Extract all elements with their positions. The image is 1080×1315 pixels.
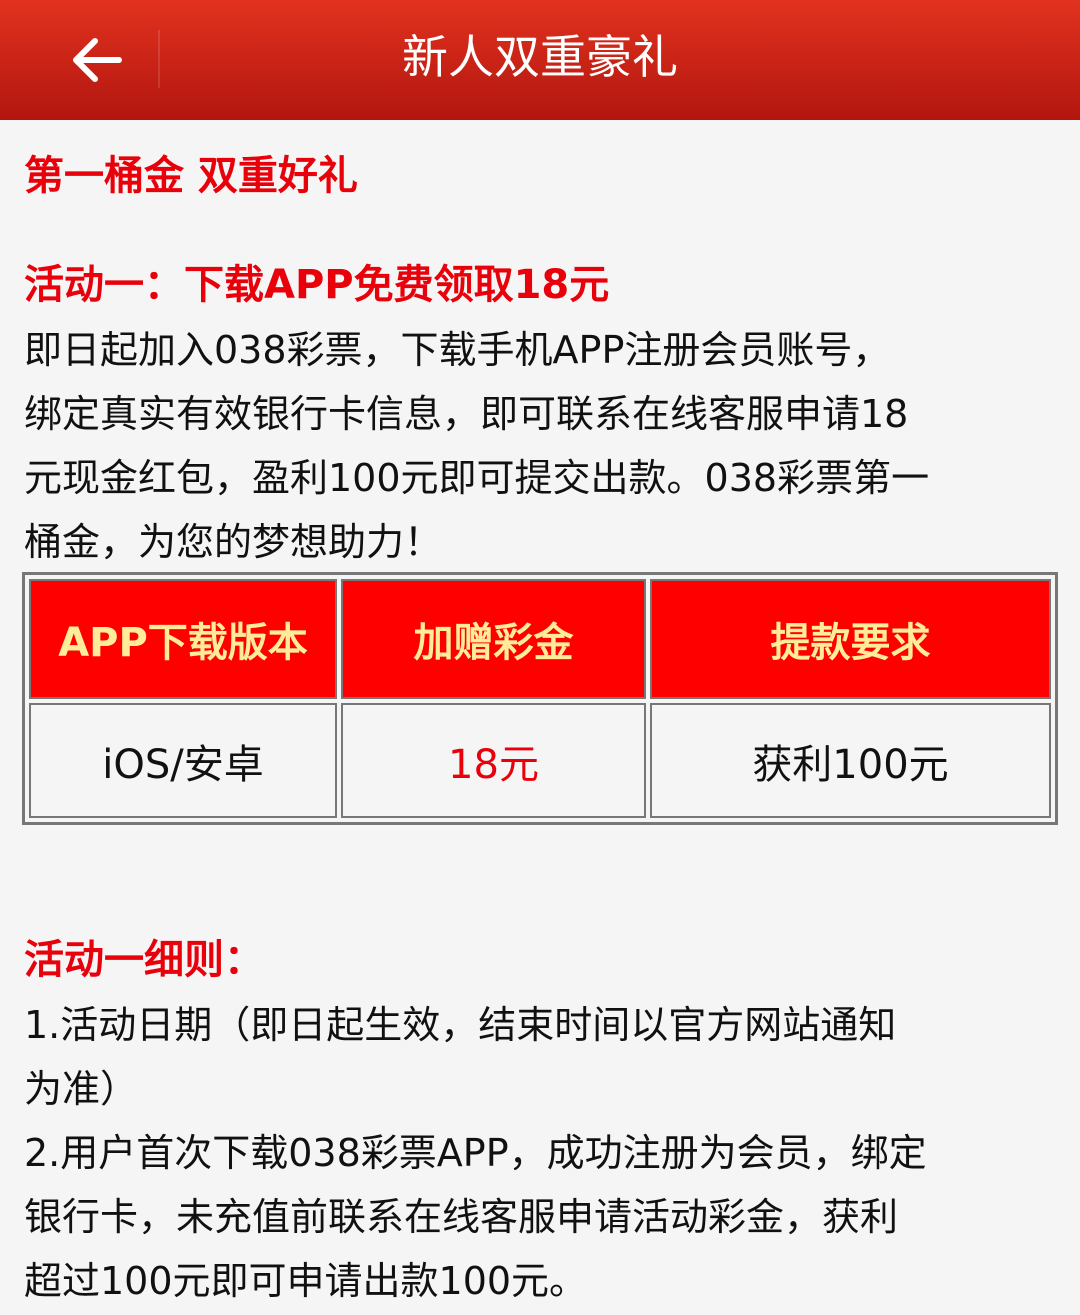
activity-text-line: 绑定真实有效银行卡信息，即可联系在线客服申请18: [24, 392, 909, 436]
activity-text-line: 元现金红包，盈利100元即可提交出款。038彩票第一: [24, 456, 930, 500]
activity-title: 活动一：下载APP免费领取18元: [24, 262, 610, 308]
rules-line: 银行卡，未充值前联系在线客服申请活动彩金，获利: [24, 1195, 899, 1239]
header-app-version: APP下载版本: [29, 579, 337, 699]
cell-platform: iOS/安卓: [29, 703, 337, 818]
rules-title: 活动一细则：: [24, 937, 264, 983]
activity-text-line: 即日起加入038彩票，下载手机APP注册会员账号，: [24, 328, 891, 372]
cell-requirement: 获利100元: [650, 703, 1051, 818]
activity-text-line: 桶金，为您的梦想助力！: [24, 520, 443, 564]
bonus-table: APP下载版本 加赠彩金 提款要求 iOS/安卓 18元 获利100元: [22, 572, 1058, 825]
arrow-left-icon: [73, 38, 122, 82]
back-button[interactable]: [62, 28, 132, 92]
rules-line: 超过100元即可申请出款100元。: [24, 1259, 588, 1303]
rules-line: 2.用户首次下载038彩票APP，成功注册为会员，绑定: [24, 1131, 927, 1175]
rules-line: 1.活动日期（即日起生效，结束时间以官方网站通知: [24, 1003, 897, 1047]
section-heading: 第一桶金 双重好礼: [24, 153, 358, 199]
page-title: 新人双重豪礼: [402, 30, 678, 84]
header-bonus: 加赠彩金: [341, 579, 646, 699]
header-divider: [158, 30, 160, 88]
header-withdraw-requirement: 提款要求: [650, 579, 1051, 699]
top-bar: 新人双重豪礼: [0, 0, 1080, 120]
rules-line: 为准）: [24, 1067, 139, 1111]
table-row: iOS/安卓 18元 获利100元: [29, 703, 1051, 818]
table-header-row: APP下载版本 加赠彩金 提款要求: [29, 579, 1051, 699]
cell-bonus: 18元: [341, 703, 646, 818]
